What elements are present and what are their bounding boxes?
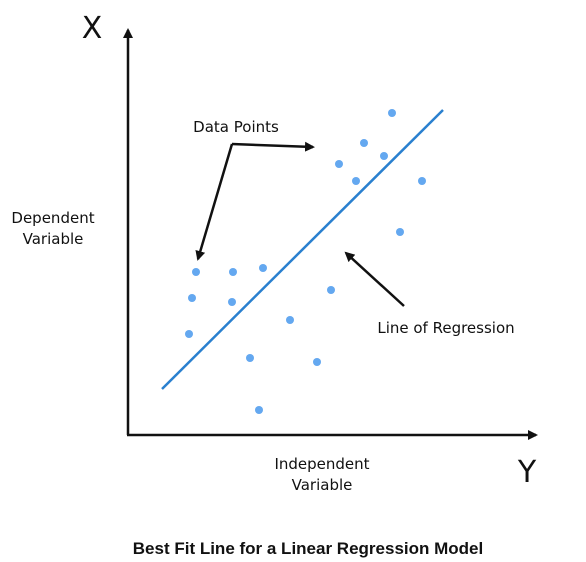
data-point — [259, 264, 267, 272]
data-point — [192, 268, 200, 276]
data-point — [352, 177, 360, 185]
data-point — [228, 298, 236, 306]
data-point — [185, 330, 193, 338]
regression-line — [161, 109, 444, 390]
horizontal-axis-letter: Y — [517, 455, 537, 490]
data-point — [313, 358, 321, 366]
data-point — [255, 406, 263, 414]
data-point — [246, 354, 254, 362]
figure-caption: Best Fit Line for a Linear Regression Mo… — [133, 539, 483, 558]
data-point — [380, 152, 388, 160]
data-point — [286, 316, 294, 324]
independent-variable-label-line2: Variable — [292, 476, 353, 494]
data-point — [335, 160, 343, 168]
data-point — [388, 109, 396, 117]
data-point — [327, 286, 335, 294]
data-points-callout: Data Points — [193, 118, 279, 136]
data-points-arrow-right — [231, 141, 315, 152]
regression-line-arrow — [344, 251, 405, 307]
dependent-variable-label: Dependent — [11, 209, 94, 227]
data-point — [360, 139, 368, 147]
vertical-axis-letter: X — [82, 11, 103, 46]
data-points-group — [185, 109, 426, 414]
independent-variable-label: Independent — [274, 455, 369, 473]
data-points-arrow-down — [195, 143, 234, 261]
data-point — [188, 294, 196, 302]
dependent-variable-label-line2: Variable — [23, 230, 84, 248]
data-point — [396, 228, 404, 236]
data-point — [418, 177, 426, 185]
regression-line-callout: Line of Regression — [377, 319, 514, 337]
data-point — [229, 268, 237, 276]
